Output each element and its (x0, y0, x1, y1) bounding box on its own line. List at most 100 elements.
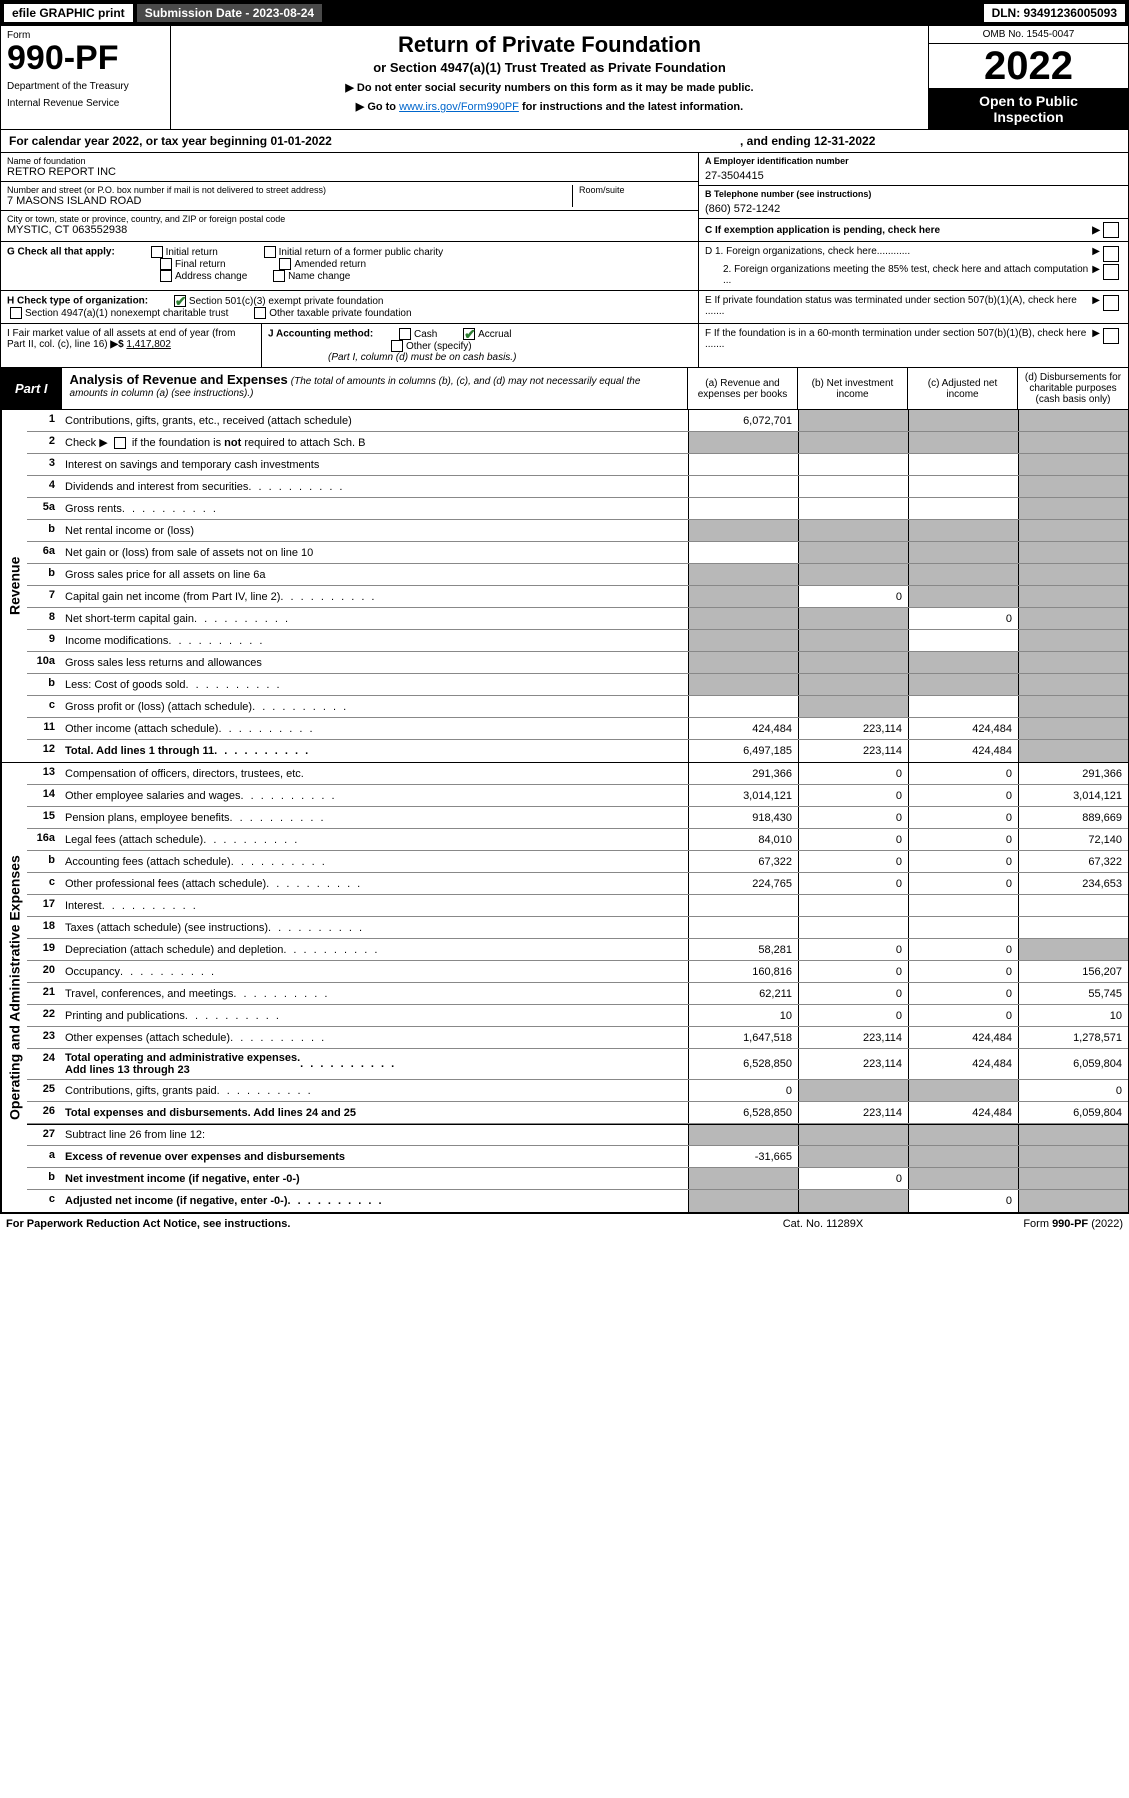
g-block: G Check all that apply: Initial return I… (1, 242, 698, 290)
row-16b: bAccounting fees (attach schedule)67,322… (27, 851, 1128, 873)
f-block: F If the foundation is in a 60-month ter… (698, 324, 1128, 367)
checkbox-cash[interactable] (399, 328, 411, 340)
part1-header: Part I Analysis of Revenue and Expenses … (0, 368, 1129, 410)
revenue-rows: 1Contributions, gifts, grants, etc., rec… (27, 410, 1128, 762)
col-d-hdr: (d) Disbursements for charitable purpose… (1018, 368, 1128, 409)
expenses-rows: 13Compensation of officers, directors, t… (27, 763, 1128, 1212)
topbar: efile GRAPHIC print Submission Date - 20… (0, 0, 1129, 26)
row-22: 22Printing and publications100010 (27, 1005, 1128, 1027)
row-20: 20Occupancy160,81600156,207 (27, 961, 1128, 983)
footer-left: For Paperwork Reduction Act Notice, see … (6, 1218, 723, 1230)
row-19: 19Depreciation (attach schedule) and dep… (27, 939, 1128, 961)
checkbox-initial[interactable] (151, 246, 163, 258)
row-27a: aExcess of revenue over expenses and dis… (27, 1146, 1128, 1168)
row-27: 27Subtract line 26 from line 12: (27, 1124, 1128, 1146)
foundation-name-cell: Name of foundation RETRO REPORT INC (1, 153, 698, 182)
checkbox-name[interactable] (273, 270, 285, 282)
row-6b: bGross sales price for all assets on lin… (27, 564, 1128, 586)
row-14: 14Other employee salaries and wages3,014… (27, 785, 1128, 807)
form-subtitle: or Section 4947(a)(1) Trust Treated as P… (177, 60, 922, 75)
d-block: D 1. Foreign organizations, check here..… (698, 242, 1128, 290)
city-cell: City or town, state or province, country… (1, 211, 698, 239)
checkbox-d2[interactable] (1103, 264, 1119, 280)
checkbox-amended[interactable] (279, 258, 291, 270)
omb-number: OMB No. 1545-0047 (929, 26, 1128, 44)
row-5a: 5aGross rents (27, 498, 1128, 520)
form-number: 990-PF (7, 41, 164, 75)
checkbox-other-tax[interactable] (254, 307, 266, 319)
c-cell: C If exemption application is pending, c… (699, 219, 1128, 241)
revenue-vtab: Revenue (1, 410, 27, 762)
checkbox-initial-former[interactable] (264, 246, 276, 258)
form-header: Form 990-PF Department of the Treasury I… (0, 26, 1129, 130)
checkbox-c[interactable] (1103, 222, 1119, 238)
header-left: Form 990-PF Department of the Treasury I… (1, 26, 171, 129)
irs-link[interactable]: www.irs.gov/Form990PF (399, 101, 519, 113)
checkbox-501c3[interactable] (174, 295, 186, 307)
i-block: I Fair market value of all assets at end… (1, 324, 261, 367)
row-13: 13Compensation of officers, directors, t… (27, 763, 1128, 785)
header-right: OMB No. 1545-0047 2022 Open to Public In… (928, 26, 1128, 129)
row-27b: bNet investment income (if negative, ent… (27, 1168, 1128, 1190)
part1-title: Analysis of Revenue and Expenses (The to… (62, 368, 688, 409)
row-7: 7Capital gain net income (from Part IV, … (27, 586, 1128, 608)
footer-right: Form 990-PF (2022) (923, 1218, 1123, 1230)
row-10a: 10aGross sales less returns and allowanc… (27, 652, 1128, 674)
j-block: J Accounting method: Cash Accrual Other … (261, 324, 698, 367)
efile-label: efile GRAPHIC print (4, 4, 133, 22)
row-2: 2Check ▶ if the foundation is not requir… (27, 432, 1128, 454)
checkbox-final[interactable] (160, 258, 172, 270)
dept-irs: Internal Revenue Service (7, 98, 164, 109)
checkbox-e[interactable] (1103, 295, 1119, 311)
row-1: 1Contributions, gifts, grants, etc., rec… (27, 410, 1128, 432)
expenses-table: Operating and Administrative Expenses 13… (0, 763, 1129, 1213)
checkbox-4947[interactable] (10, 307, 22, 319)
row-8: 8Net short-term capital gain0 (27, 608, 1128, 630)
checkbox-accrual[interactable] (463, 328, 475, 340)
dept-treasury: Department of the Treasury (7, 81, 164, 92)
row-5b: bNet rental income or (loss) (27, 520, 1128, 542)
i-j-f-row: I Fair market value of all assets at end… (0, 324, 1129, 368)
address-cell: Number and street (or P.O. box number if… (1, 182, 698, 211)
row-9: 9Income modifications (27, 630, 1128, 652)
row-27c: cAdjusted net income (if negative, enter… (27, 1190, 1128, 1212)
row-25: 25Contributions, gifts, grants paid00 (27, 1080, 1128, 1102)
footer-cat: Cat. No. 11289X (723, 1218, 923, 1230)
col-c-hdr: (c) Adjusted net income (908, 368, 1018, 409)
entity-left: Name of foundation RETRO REPORT INC Numb… (1, 153, 698, 241)
row-15: 15Pension plans, employee benefits918,43… (27, 807, 1128, 829)
row-18: 18Taxes (attach schedule) (see instructi… (27, 917, 1128, 939)
row-16a: 16aLegal fees (attach schedule)84,010007… (27, 829, 1128, 851)
open-to-public: Open to Public Inspection (929, 89, 1128, 129)
ein-cell: A Employer identification number 27-3504… (699, 153, 1128, 186)
row-11: 11Other income (attach schedule)424,4842… (27, 718, 1128, 740)
checkbox-f[interactable] (1103, 328, 1119, 344)
col-b-hdr: (b) Net investment income (798, 368, 908, 409)
entity-right: A Employer identification number 27-3504… (698, 153, 1128, 241)
dln: DLN: 93491236005093 (984, 4, 1125, 22)
revenue-table: Revenue 1Contributions, gifts, grants, e… (0, 410, 1129, 763)
g-d-row: G Check all that apply: Initial return I… (0, 242, 1129, 291)
row-10c: cGross profit or (loss) (attach schedule… (27, 696, 1128, 718)
h-e-row: H Check type of organization: Section 50… (0, 291, 1129, 324)
row-6a: 6aNet gain or (loss) from sale of assets… (27, 542, 1128, 564)
row-10b: bLess: Cost of goods sold (27, 674, 1128, 696)
e-block: E If private foundation status was termi… (698, 291, 1128, 323)
h-block: H Check type of organization: Section 50… (1, 291, 698, 323)
row-23: 23Other expenses (attach schedule)1,647,… (27, 1027, 1128, 1049)
tel-cell: B Telephone number (see instructions) (8… (699, 186, 1128, 219)
expenses-vtab: Operating and Administrative Expenses (1, 763, 27, 1212)
instruction-2: ▶ Go to www.irs.gov/Form990PF for instru… (177, 100, 922, 113)
form-title: Return of Private Foundation (177, 32, 922, 58)
row-3: 3Interest on savings and temporary cash … (27, 454, 1128, 476)
entity-block: Name of foundation RETRO REPORT INC Numb… (0, 153, 1129, 242)
row-12: 12Total. Add lines 1 through 116,497,185… (27, 740, 1128, 762)
row-16c: cOther professional fees (attach schedul… (27, 873, 1128, 895)
checkbox-schb[interactable] (114, 437, 126, 449)
row-4: 4Dividends and interest from securities (27, 476, 1128, 498)
col-a-hdr: (a) Revenue and expenses per books (688, 368, 798, 409)
checkbox-d1[interactable] (1103, 246, 1119, 262)
checkbox-other-method[interactable] (391, 340, 403, 352)
checkbox-address[interactable] (160, 270, 172, 282)
header-center: Return of Private Foundation or Section … (171, 26, 928, 129)
